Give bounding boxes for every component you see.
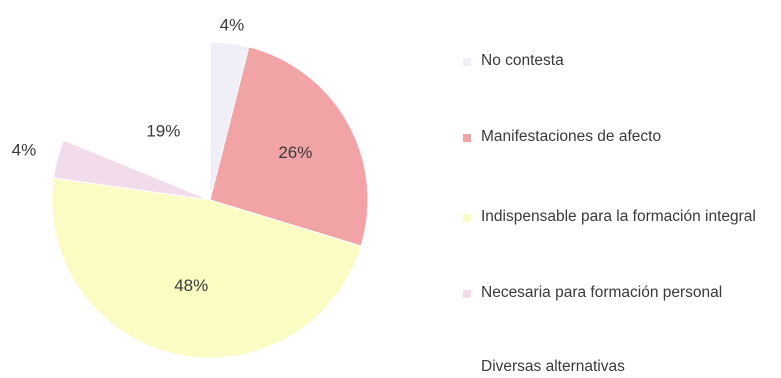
slice-value-label-4: 19%	[146, 121, 180, 140]
legend-swatch	[463, 364, 471, 372]
legend-swatch	[463, 214, 471, 222]
legend-label: Manifestaciones de afecto	[481, 126, 781, 148]
legend-swatch	[463, 58, 471, 66]
legend-swatch	[463, 290, 471, 298]
legend-swatch	[463, 134, 471, 142]
slice-value-label-0: 4%	[220, 15, 245, 34]
slice-value-label-2: 48%	[174, 276, 208, 295]
legend-label: No contesta	[481, 50, 781, 72]
pie-slices	[52, 42, 368, 358]
legend-label: Necesaria para formación personal	[481, 282, 781, 304]
slice-value-label-3: 4%	[12, 141, 37, 160]
legend-label: Diversas alternativas	[481, 356, 781, 378]
legend: No contesta Manifestaciones de afecto In…	[463, 0, 781, 378]
slice-value-label-1: 26%	[278, 143, 312, 162]
legend-label: Indispensable para la formación integral	[481, 206, 781, 228]
